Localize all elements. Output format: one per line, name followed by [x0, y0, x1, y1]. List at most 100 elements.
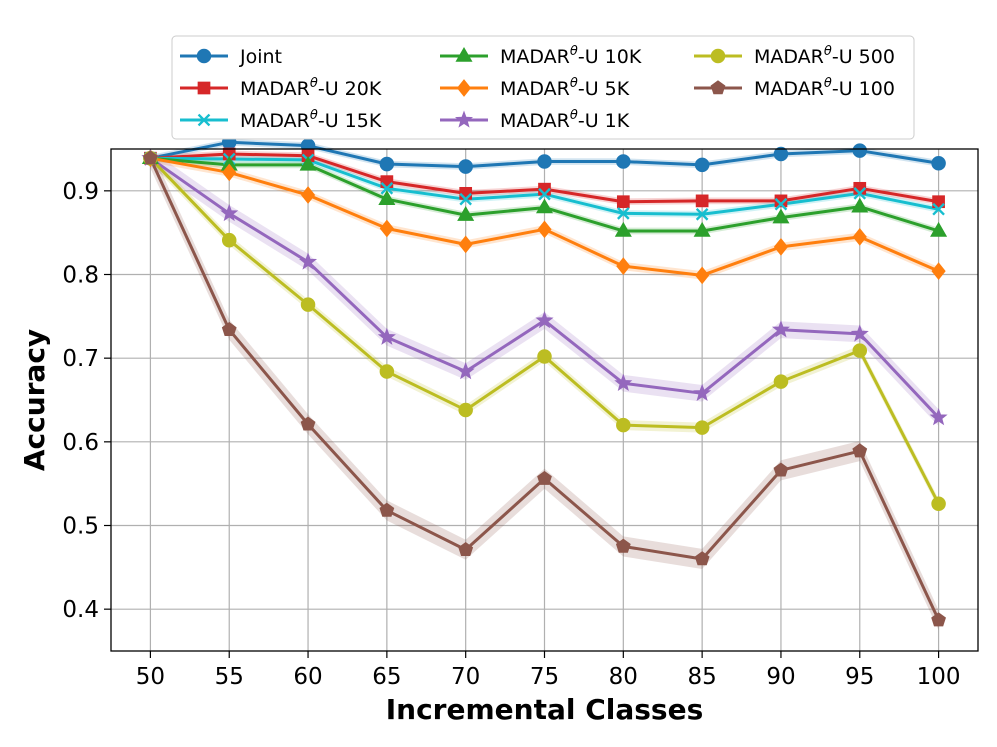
- point-u-20k: [695, 194, 709, 208]
- point-u-15k: [538, 187, 551, 201]
- legend-marker: [710, 80, 726, 95]
- point-u-5k: [537, 220, 552, 239]
- point-u-500: [537, 349, 552, 364]
- point-u-10k: [693, 221, 711, 237]
- legend-label: MADARθ-U 10K: [500, 44, 642, 68]
- point-u-5k: [458, 235, 473, 254]
- legend-label: MADARθ-U 15K: [240, 108, 382, 132]
- x-tick-label: 50: [136, 664, 165, 690]
- point-u-1k: [614, 373, 633, 391]
- point-u-5k: [695, 266, 710, 285]
- point-u-500: [931, 496, 946, 512]
- point-u-100: [221, 321, 237, 336]
- legend-label: MADARθ-U 500: [754, 44, 895, 68]
- y-axis-ticks: 0.4 0.5 0.6 0.7 0.8 0.9: [62, 179, 111, 623]
- point-u-20k: [616, 195, 630, 209]
- point-u-15k: [853, 187, 867, 200]
- point-u-10k: [457, 206, 475, 221]
- point-u-100: [458, 541, 474, 557]
- legend-entry: MADARθ-U 500: [694, 44, 895, 68]
- point-u-5k: [379, 219, 394, 238]
- point-u-5k: [222, 163, 237, 182]
- legend-marker: [456, 79, 472, 97]
- legend-marker: [454, 110, 474, 128]
- point-u-1k: [771, 320, 790, 338]
- point-u-5k: [616, 257, 631, 275]
- legend-marker: [196, 48, 212, 64]
- band-u-100: [150, 148, 939, 631]
- point-u-5k: [300, 186, 316, 204]
- legend-marker: [455, 46, 473, 62]
- legend-label: MADARθ-U 20K: [240, 76, 382, 100]
- point-u-100: [537, 470, 552, 485]
- band-u-1k: [150, 149, 939, 426]
- x-tick-label: 65: [372, 664, 401, 690]
- point-u-500: [379, 364, 395, 379]
- point-joint: [931, 155, 946, 171]
- band-joint: [150, 138, 939, 170]
- legend-entry: MADARθ-U 15K: [180, 108, 382, 132]
- x-tick-label: 85: [687, 664, 716, 690]
- legend-entry: MADARθ-U 100: [694, 76, 895, 100]
- point-u-500: [458, 402, 473, 418]
- point-joint: [537, 154, 552, 169]
- point-u-15k: [617, 207, 630, 220]
- point-u-15k: [459, 192, 472, 206]
- y-tick-label: 0.4: [62, 597, 99, 623]
- legend-entry: MADARθ-U 10K: [440, 44, 642, 68]
- point-u-100: [694, 551, 710, 566]
- point-u-1k: [456, 362, 475, 380]
- point-u-500: [221, 232, 237, 248]
- point-u-100: [931, 612, 946, 627]
- legend-marker: [197, 81, 211, 95]
- point-u-15k: [932, 202, 945, 216]
- y-tick-label: 0.9: [62, 179, 99, 205]
- legend-marker: [197, 113, 211, 127]
- series-markers: [141, 135, 948, 627]
- point-u-10k: [772, 208, 790, 224]
- legend-label: MADARθ-U 100: [754, 76, 895, 100]
- point-u-1k: [929, 408, 948, 426]
- x-tick-label: 60: [293, 664, 322, 690]
- point-u-1k: [377, 327, 396, 345]
- legend-entry: MADARθ-U 5K: [440, 76, 630, 100]
- legend: Joint MADARθ-U 20K MADARθ-U 15K MADARθ-U 10…: [171, 35, 915, 140]
- point-u-1k: [693, 383, 712, 401]
- point-u-1k: [850, 324, 869, 342]
- point-u-1k: [220, 203, 239, 222]
- point-u-500: [773, 374, 789, 389]
- legend-entry: MADARθ-U 20K: [180, 76, 382, 100]
- point-joint: [616, 154, 631, 169]
- point-u-5k: [931, 262, 946, 281]
- x-tick-label: 95: [845, 664, 874, 690]
- point-u-15k: [695, 207, 709, 221]
- point-joint: [379, 156, 395, 172]
- point-u-500: [616, 417, 631, 433]
- point-u-100: [852, 443, 868, 458]
- legend-entry: MADARθ-U 1K: [440, 108, 630, 132]
- y-tick-label: 0.6: [62, 430, 99, 456]
- point-u-5k: [773, 238, 789, 256]
- point-u-100: [615, 538, 631, 553]
- x-axis-ticks: 50 55 60 65 70 75 80 85 90 95 100: [136, 651, 961, 690]
- y-tick-label: 0.8: [62, 263, 99, 289]
- y-tick-label: 0.7: [62, 346, 99, 372]
- point-u-10k: [614, 221, 632, 237]
- point-u-500: [852, 343, 868, 358]
- point-u-15k: [774, 197, 788, 211]
- point-u-1k: [299, 252, 318, 270]
- point-joint: [694, 157, 710, 173]
- x-tick-label: 55: [215, 664, 244, 690]
- legend-box: [171, 35, 915, 140]
- point-u-10k: [299, 155, 317, 171]
- x-axis-label: Incremental Classes: [386, 693, 704, 726]
- point-u-100: [379, 502, 395, 517]
- point-u-500: [300, 297, 316, 312]
- point-u-10k: [851, 197, 869, 213]
- point-u-15k: [380, 182, 394, 195]
- point-u-1k: [535, 311, 554, 329]
- legend-entry: Joint: [180, 46, 282, 68]
- y-tick-label: 0.5: [62, 514, 99, 540]
- point-joint: [773, 146, 789, 162]
